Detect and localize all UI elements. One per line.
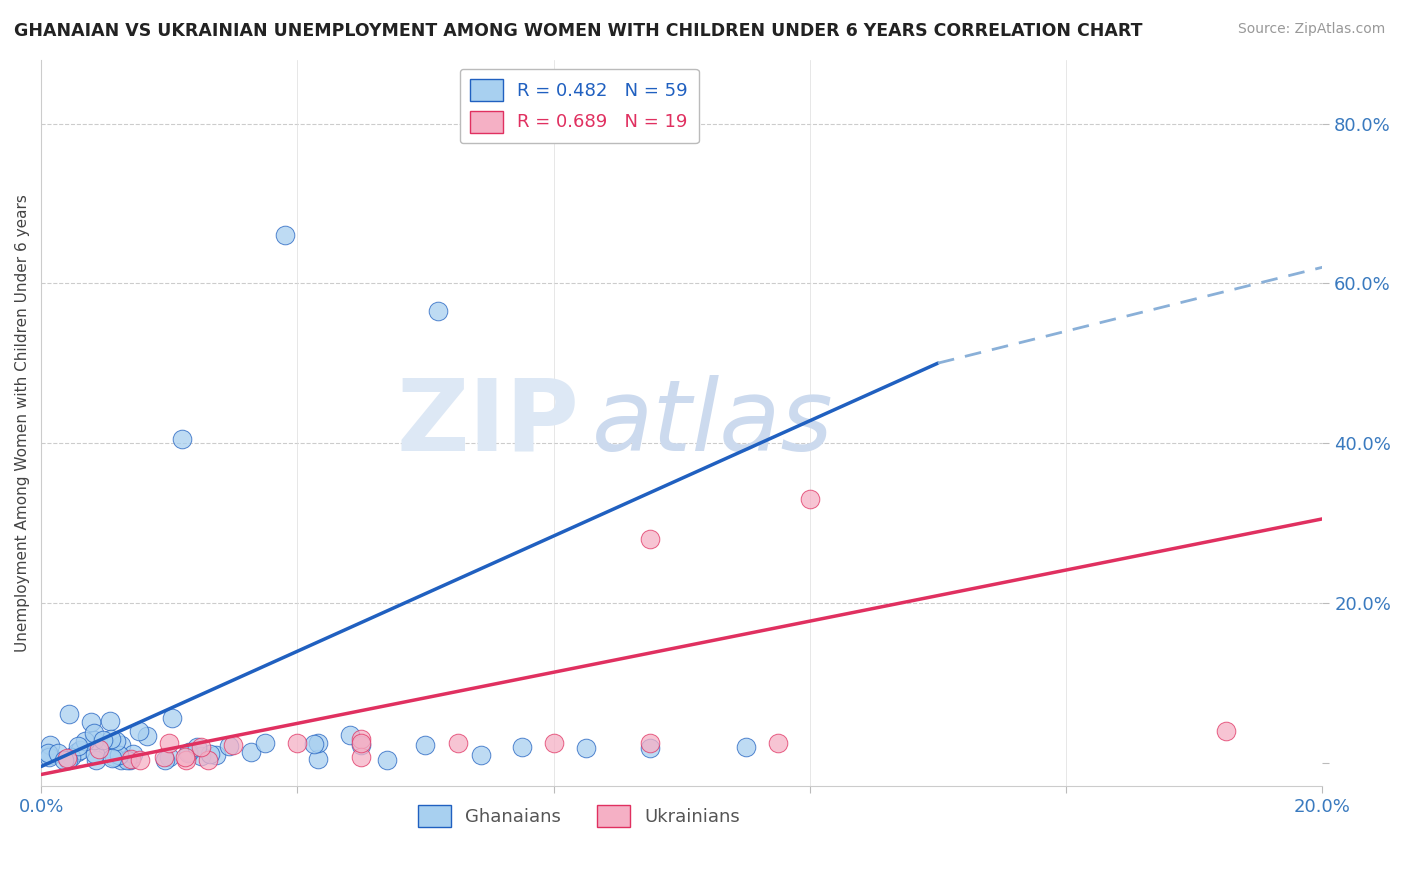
Point: [638, 532, 661, 546]
Text: GHANAIAN VS UKRAINIAN UNEMPLOYMENT AMONG WOMEN WITH CHILDREN UNDER 6 YEARS CORRE: GHANAIAN VS UKRAINIAN UNEMPLOYMENT AMONG…: [14, 22, 1143, 40]
Point: [128, 753, 150, 767]
Text: Source: ZipAtlas.com: Source: ZipAtlas.com: [1237, 22, 1385, 37]
Text: atlas: atlas: [592, 375, 834, 472]
Point: [56, 753, 79, 767]
Point: [128, 724, 150, 739]
Point: [218, 739, 240, 753]
Point: [415, 738, 437, 752]
Point: [350, 750, 373, 764]
Point: [120, 753, 142, 767]
Point: [273, 228, 295, 243]
Point: [121, 747, 143, 761]
Point: [638, 735, 661, 749]
Point: [285, 735, 308, 749]
Point: [157, 735, 180, 749]
Point: [53, 753, 76, 767]
Point: [83, 747, 105, 761]
Point: [198, 747, 221, 761]
Point: [170, 432, 193, 446]
Point: [100, 714, 122, 728]
Point: [103, 750, 125, 764]
Point: [186, 740, 208, 755]
Point: [766, 735, 789, 749]
Point: [239, 745, 262, 759]
Point: [60, 750, 83, 764]
Point: [350, 735, 373, 749]
Text: ZIP: ZIP: [396, 375, 579, 472]
Point: [350, 732, 373, 747]
Point: [100, 732, 122, 747]
Point: [799, 491, 821, 506]
Point: [110, 753, 132, 767]
Point: [97, 741, 120, 756]
Point: [510, 739, 533, 754]
Point: [56, 751, 79, 765]
Point: [153, 753, 176, 767]
Point: [38, 738, 60, 752]
Point: [83, 732, 105, 747]
Point: [108, 747, 131, 762]
Point: [115, 753, 138, 767]
Point: [427, 304, 450, 318]
Point: [110, 739, 132, 753]
Point: [83, 725, 105, 739]
Point: [73, 734, 96, 748]
Y-axis label: Unemployment Among Women with Children Under 6 years: Unemployment Among Women with Children U…: [15, 194, 30, 652]
Point: [339, 728, 361, 742]
Point: [135, 729, 157, 743]
Point: [307, 736, 329, 750]
Point: [190, 749, 212, 764]
Point: [638, 741, 661, 756]
Point: [197, 753, 219, 767]
Point: [190, 739, 212, 754]
Point: [67, 739, 90, 754]
Point: [80, 715, 103, 730]
Point: [46, 746, 69, 760]
Point: [470, 747, 492, 762]
Point: [104, 734, 127, 748]
Point: [734, 739, 756, 754]
Point: [176, 746, 198, 760]
Point: [58, 707, 80, 722]
Point: [66, 745, 89, 759]
Point: [38, 750, 60, 764]
Point: [157, 750, 180, 764]
Point: [89, 742, 111, 756]
Point: [222, 738, 245, 752]
Point: [39, 747, 62, 762]
Point: [575, 741, 598, 756]
Point: [91, 732, 114, 747]
Point: [1215, 723, 1237, 738]
Legend: Ghanaians, Ukrainians: Ghanaians, Ukrainians: [409, 796, 749, 836]
Point: [375, 753, 398, 767]
Point: [120, 752, 142, 766]
Point: [254, 735, 277, 749]
Point: [446, 735, 468, 749]
Point: [307, 752, 329, 766]
Point: [204, 747, 226, 762]
Point: [543, 735, 565, 749]
Point: [37, 747, 59, 761]
Point: [160, 711, 183, 725]
Point: [304, 737, 326, 751]
Point: [101, 751, 124, 765]
Point: [69, 742, 91, 756]
Point: [86, 753, 108, 767]
Point: [350, 738, 373, 752]
Point: [174, 753, 197, 767]
Point: [153, 750, 176, 764]
Point: [179, 745, 201, 759]
Point: [173, 750, 195, 764]
